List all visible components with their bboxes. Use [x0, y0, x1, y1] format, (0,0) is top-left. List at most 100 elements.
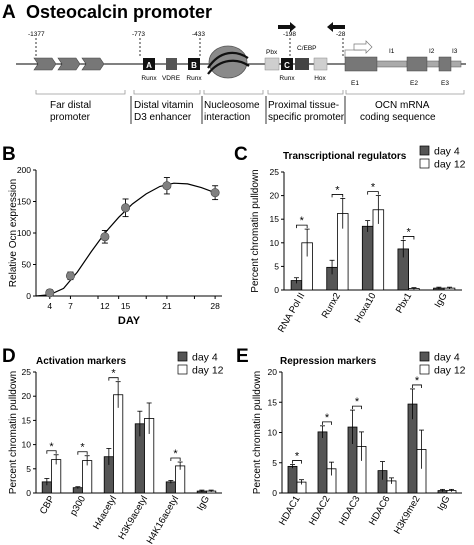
category-label: H3K9me2: [392, 494, 423, 536]
y-tick-label: 5: [272, 458, 277, 468]
significance-bracket: [352, 405, 362, 410]
y-tick-label: 0: [274, 285, 279, 295]
legend-label-day12: day 12: [434, 365, 466, 377]
significance-star: *: [355, 396, 360, 408]
significance-star: *: [300, 215, 305, 227]
category-label: Pbx1: [394, 291, 414, 315]
y-axis-title: Percent chromatin pulldown: [250, 169, 261, 292]
category-label: H3K9acetyl: [116, 494, 150, 542]
significance-star: *: [173, 448, 178, 460]
category-label: IgG: [435, 494, 452, 513]
category-label: Runx2: [320, 291, 343, 320]
significance-star: *: [335, 184, 340, 196]
significance-bracket: [170, 457, 181, 462]
element-label: Hox: [314, 75, 326, 82]
legend-swatch-day12: [419, 364, 430, 375]
element-label: Runx: [141, 75, 157, 82]
significance-bracket: [296, 224, 308, 229]
data-point: [65, 271, 75, 281]
significance-star: *: [111, 368, 116, 380]
significance-bracket: [292, 460, 302, 464]
significance-star: *: [415, 375, 420, 387]
region-label: interaction: [204, 112, 250, 123]
bar: [361, 225, 374, 291]
y-axis-title: Percent chromatin pulldown: [252, 371, 263, 494]
legend-label-day12: day 12: [434, 159, 466, 171]
element-box-b: [188, 58, 200, 70]
bar: [287, 465, 298, 494]
region-bracket: [267, 90, 344, 95]
intron-i1: [376, 60, 408, 68]
region-bracket: [345, 90, 465, 95]
panel-label-c: C: [234, 144, 248, 165]
data-point: [162, 181, 172, 191]
region-bracket: [133, 90, 201, 95]
significance-star: *: [371, 182, 376, 194]
legend-swatch-day12: [177, 364, 188, 375]
region-label: Nucleosome: [204, 100, 260, 111]
y-axis-title: Relative Ocn expression: [8, 179, 19, 287]
figure-title: Osteocalcin promoter: [26, 2, 212, 22]
y-tick-label: 10: [268, 428, 278, 438]
region-label: Distal vitamin: [134, 100, 193, 111]
panel-label-a: A: [2, 2, 16, 23]
category-label: H4K16acetyl: [145, 494, 181, 545]
x-tick-label: 4: [47, 301, 52, 311]
category-label: CBP: [38, 494, 57, 516]
data-point: [210, 188, 220, 198]
legend-label-day4: day 4: [434, 146, 460, 158]
position-label: -773: [132, 31, 145, 38]
x-axis-title: DAY: [118, 315, 141, 327]
bar: [317, 431, 328, 494]
position-label: -433: [192, 31, 205, 38]
arrow-right-icon: [278, 22, 296, 32]
intron-label: I1: [389, 48, 395, 55]
exon-e2: [406, 56, 428, 72]
chart-b: 0 50 100 150 200 4 7 12 15 21 28 DAY Relative Ocn ex…: [8, 165, 222, 327]
significance-star: *: [325, 412, 330, 424]
region-label: Far distal: [50, 100, 91, 111]
y-tick-label: 10: [270, 238, 280, 248]
intron-label: I3: [452, 48, 458, 55]
pbx-box: [264, 57, 280, 71]
intron-i3: [450, 60, 462, 68]
significance-bracket: [331, 194, 344, 198]
significance-star: *: [406, 226, 411, 238]
exon-e1: [344, 56, 378, 72]
exon-label: E1: [351, 80, 359, 87]
bar: [165, 481, 176, 494]
exon-label: E2: [410, 80, 418, 87]
significance-star: *: [49, 441, 54, 453]
region-bracket: [35, 90, 126, 95]
vdre-box: [166, 58, 177, 70]
category-label: RNA Pol II: [276, 291, 307, 334]
data-point: [45, 288, 55, 298]
intron-i2: [426, 60, 440, 68]
region-label: specific promoter: [268, 112, 345, 123]
exon-label: E3: [441, 80, 449, 87]
y-tick-label: 100: [17, 228, 31, 238]
category-label: HDAC6: [367, 494, 393, 527]
y-tick-label: 5: [274, 261, 279, 271]
legend-label-day4: day 4: [434, 352, 460, 364]
nucleosome-dna: [207, 59, 250, 75]
x-tick-label: 7: [68, 301, 73, 311]
intron-label: I2: [429, 48, 435, 55]
x-tick-label: 12: [100, 301, 110, 311]
distal-element-shape: [57, 57, 81, 71]
y-tick-label: 25: [22, 367, 32, 377]
category-label: Hoxa10: [353, 291, 379, 325]
bar: [175, 465, 186, 494]
position-label: -1377: [28, 31, 45, 38]
x-tick-label: 28: [210, 301, 220, 311]
element-box-c-label: C: [284, 61, 290, 70]
region-label: coding sequence: [360, 112, 436, 123]
element-label: VDRE: [162, 75, 181, 82]
significance-bracket: [46, 450, 57, 454]
y-tick-label: 20: [22, 391, 32, 401]
x-tick-label: 15: [121, 301, 131, 311]
bar: [82, 460, 93, 494]
element-label: Runx: [279, 75, 295, 82]
